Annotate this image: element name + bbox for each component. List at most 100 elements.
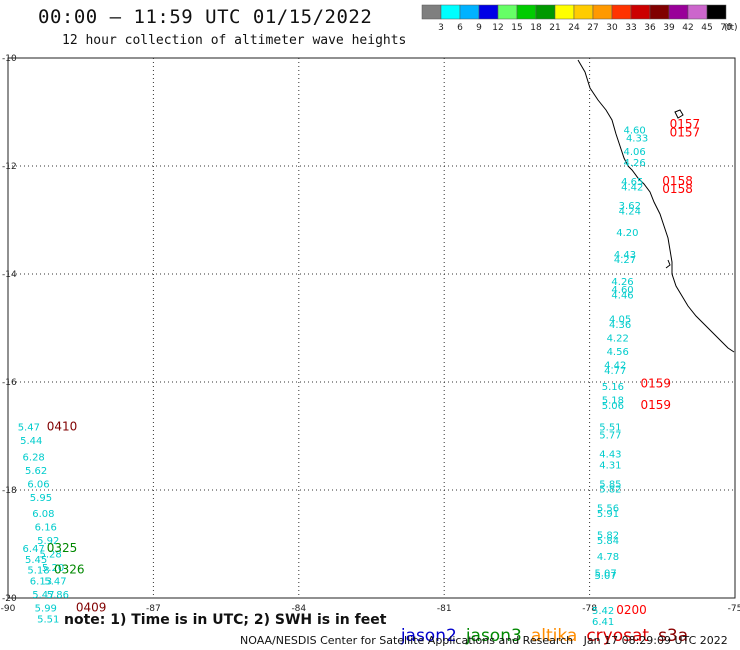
color-scale-swatch bbox=[668, 4, 689, 20]
wave-height-label: 4.60 bbox=[624, 126, 646, 137]
wave-height-label: 4.31 bbox=[599, 460, 621, 471]
x-tick-label: -75 bbox=[728, 604, 740, 614]
color-scale-label: 9 bbox=[476, 23, 482, 33]
satellite-jason2: jason2 bbox=[400, 626, 457, 646]
chart-subtitle: 12 hour collection of altimeter wave hei… bbox=[62, 33, 407, 48]
wave-height-label: 5.18 bbox=[27, 566, 49, 577]
chart-title: 00:00 – 11:59 UTC 01/15/2022 bbox=[38, 6, 373, 28]
wave-height-label: 5.47 bbox=[18, 423, 40, 434]
wave-height-label: 5.18 bbox=[602, 396, 624, 407]
wave-height-label: 5.47 bbox=[44, 577, 66, 588]
x-tick-label: -90 bbox=[1, 604, 16, 614]
wave-height-label: 5.06 bbox=[602, 401, 624, 412]
color-scale-swatch bbox=[706, 4, 727, 20]
y-tick-label: -10 bbox=[2, 54, 17, 64]
wave-height-label: 4.42 bbox=[621, 182, 643, 193]
credit-text: NOAA/NESDIS Center for Satellite Applica… bbox=[240, 634, 574, 647]
wave-height-label: 5.20 bbox=[42, 563, 64, 574]
wave-height-label: 4.22 bbox=[607, 334, 629, 345]
satellite-s3a: s3a bbox=[658, 626, 689, 646]
wave-height-label: 4.36 bbox=[609, 320, 631, 331]
wave-height-label: 4.56 bbox=[607, 347, 629, 358]
wave-height-label: 5.47 bbox=[32, 590, 54, 601]
wave-height-label: 6.08 bbox=[32, 509, 54, 520]
credit-timestamp: Jan 17 08:29:09 UTC 2022 bbox=[583, 634, 728, 647]
color-scale-swatch bbox=[440, 4, 461, 20]
wave-height-label: 4.24 bbox=[619, 207, 641, 218]
footer-credit: NOAA/NESDIS Center for Satellite Applica… bbox=[240, 634, 728, 647]
color-scale-label: 21 bbox=[549, 23, 560, 33]
satellite-legend: jason2 jason3 altika cryosat s3a bbox=[390, 606, 697, 646]
pass-time-label: 0200 bbox=[616, 603, 647, 617]
wave-height-label: 5.99 bbox=[35, 604, 57, 615]
wave-height-label: 4.78 bbox=[597, 552, 619, 563]
coastline bbox=[577, 59, 735, 353]
pass-time-label: 0410 bbox=[47, 420, 78, 434]
y-tick-label: -12 bbox=[2, 162, 17, 172]
wave-height-label: 4.43 bbox=[614, 250, 636, 261]
pass-time-label: 0409 bbox=[76, 601, 107, 615]
x-tick-label: -87 bbox=[146, 604, 161, 614]
wave-height-label: 5.86 bbox=[47, 590, 69, 601]
y-tick-label: -14 bbox=[2, 270, 17, 280]
pass-time-label: 0326 bbox=[54, 563, 85, 577]
wave-height-label: 5.82 bbox=[599, 485, 621, 496]
color-scale-swatch bbox=[573, 4, 594, 20]
wave-height-label: 4.26 bbox=[611, 277, 633, 288]
color-scale-unit: (ft) bbox=[724, 23, 738, 33]
wave-height-label: 5.42 bbox=[592, 606, 614, 617]
wave-height-label: 6.28 bbox=[23, 452, 45, 463]
color-scale-swatch bbox=[592, 4, 613, 20]
wave-height-label: 3.62 bbox=[619, 201, 641, 212]
color-scale-label: 33 bbox=[625, 23, 636, 33]
x-tick-label: -78 bbox=[582, 604, 597, 614]
y-tick-label: -16 bbox=[2, 378, 17, 388]
wave-height-label: 5.95 bbox=[30, 493, 52, 504]
pass-time-label: 0158 bbox=[662, 174, 693, 188]
satellite-jason3: jason3 bbox=[465, 626, 522, 646]
pass-time-label: 0158 bbox=[662, 182, 693, 196]
pass-time-label: 0159 bbox=[640, 398, 671, 412]
color-scale-label: 3 bbox=[438, 23, 444, 33]
pass-time-label: 0157 bbox=[670, 117, 701, 131]
color-scale-label: 12 bbox=[492, 23, 503, 33]
color-scale-swatch bbox=[535, 4, 556, 20]
color-scale-swatch bbox=[478, 4, 499, 20]
satellite-cryosat: cryosat bbox=[586, 626, 650, 646]
color-scale-label: 24 bbox=[568, 23, 580, 33]
wave-height-label: 5.84 bbox=[597, 536, 619, 547]
wave-height-label: 6.06 bbox=[27, 479, 49, 490]
pass-time-label: 0159 bbox=[640, 376, 671, 390]
wave-height-label: 6.47 bbox=[23, 544, 45, 555]
x-tick-label: -81 bbox=[437, 604, 452, 614]
island-outline bbox=[674, 109, 684, 119]
wave-height-label: 5.51 bbox=[599, 423, 621, 434]
wave-height-label: 4.06 bbox=[624, 147, 646, 158]
wave-height-label: 5.92 bbox=[37, 536, 59, 547]
color-scale-label: 27 bbox=[587, 23, 598, 33]
color-scale-label: 39 bbox=[663, 23, 675, 33]
wave-height-label: 5.62 bbox=[25, 466, 47, 477]
wave-height-label: 4.05 bbox=[609, 315, 631, 326]
wave-height-label: 5.28 bbox=[40, 550, 62, 561]
color-scale-label: 18 bbox=[530, 23, 542, 33]
footer-note: note: 1) Time is in UTC; 2) SWH is in fe… bbox=[64, 612, 387, 628]
x-tick-label: -84 bbox=[291, 604, 306, 614]
wave-height-label: 5.82 bbox=[597, 531, 619, 542]
wave-height-label: 6.16 bbox=[35, 523, 57, 534]
wave-height-label: 5.44 bbox=[20, 436, 42, 447]
wave-height-label: 4.33 bbox=[626, 134, 648, 145]
color-scale-swatch bbox=[421, 4, 442, 20]
y-tick-label: -20 bbox=[2, 594, 17, 604]
color-scale-label: 30 bbox=[606, 23, 618, 33]
color-scale-swatch bbox=[649, 4, 670, 20]
wave-height-label: 5.56 bbox=[597, 504, 619, 515]
color-scale-swatch bbox=[497, 4, 518, 20]
wave-height-label: 5.07 bbox=[594, 571, 616, 582]
wave-height-label: 6.41 bbox=[592, 617, 614, 628]
color-scale-swatch bbox=[687, 4, 708, 20]
wave-height-label: 4.65 bbox=[621, 177, 643, 188]
wave-height-label: 4.27 bbox=[614, 255, 636, 266]
wave-height-label: 5.51 bbox=[37, 614, 59, 625]
